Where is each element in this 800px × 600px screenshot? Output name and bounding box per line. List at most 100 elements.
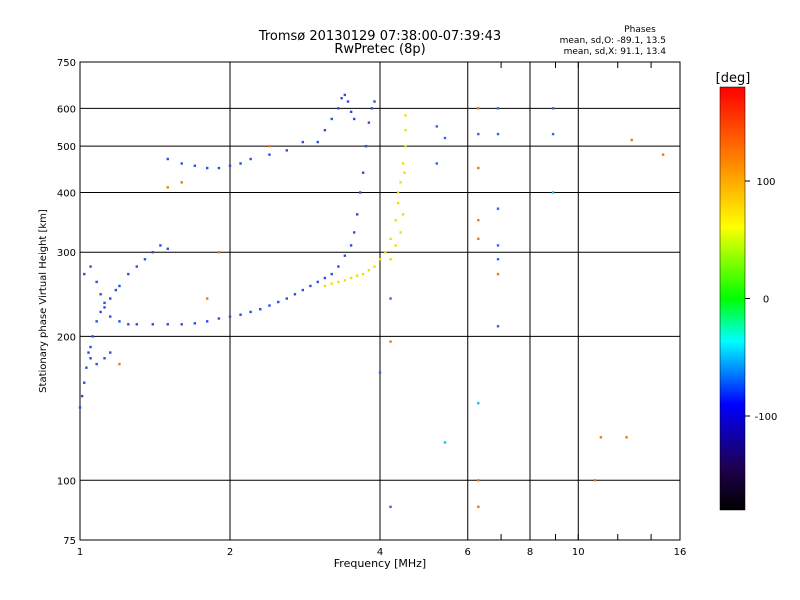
y-tick-label: 75 [63,536,76,547]
data-point [205,166,209,170]
data-point [166,247,169,250]
y-tick-label: 600 [57,104,76,115]
data-point [396,191,400,194]
x-tick-label: 6 [465,547,471,558]
data-point [373,100,376,103]
data-point [496,107,500,110]
data-point [477,132,480,136]
data-point [83,272,86,276]
data-point [293,293,297,296]
data-point [249,310,252,314]
data-point [228,315,232,318]
data-point [370,107,373,110]
data-point [443,441,447,444]
data-point [477,237,480,241]
data-point [85,366,88,369]
data-point [99,310,102,314]
data-point [551,191,555,194]
data-point [378,371,382,374]
data-point [323,276,327,280]
data-point [389,297,392,300]
chart-title: Tromsø 20130129 07:38:00-07:39:43 [258,29,501,44]
data-point [477,505,480,509]
data-point [496,244,500,247]
data-point [389,505,392,509]
axes: 1 2 4 6 8 10 16 75 100 200 300 400 500 600 750 [57,58,686,558]
data-point [217,317,221,320]
data-point [404,128,407,132]
data-point [349,110,353,114]
data-point [384,251,387,254]
data-point [193,322,197,325]
data-point [477,107,480,110]
data-point [316,140,319,144]
data-point [78,406,82,409]
data-point [114,288,118,292]
data-point [166,323,169,326]
x-tick-label: 4 [377,547,383,558]
y-tick-label: 750 [57,58,76,69]
data-point [630,138,633,142]
y-tick-label: 400 [57,188,76,199]
data-point [399,231,402,234]
data-point [118,284,121,288]
data-point [661,153,665,156]
data-point [593,479,597,482]
data-point [330,117,333,121]
data-point [109,315,112,318]
data-point [91,335,94,338]
colorbar-tick-label: -100 [755,412,778,423]
data-point [343,93,347,97]
data-point [89,265,92,268]
data-point [80,394,84,398]
data-point [135,265,138,268]
data-point [301,288,305,292]
data-point [205,297,209,300]
data-point [95,320,98,323]
data-point [118,320,121,323]
data-point [496,132,500,136]
data-point [323,284,327,288]
phase-stats-x: mean, sd,X: 91.1, 13.4 [564,47,667,57]
data-point [228,164,232,167]
data-point [355,274,359,277]
data-point [309,284,312,288]
data-point [268,153,271,156]
data-point [151,323,155,326]
data-point [285,297,288,300]
data-point [83,381,86,384]
data-point [477,166,480,170]
data-point [352,117,356,121]
x-tick-label: 16 [674,547,687,558]
data-point [205,320,209,323]
data-point [285,149,288,152]
data-point [389,340,392,343]
data-point [389,258,392,261]
data-point [103,306,106,309]
data-point [496,272,500,276]
x-axis-label: Frequency [MHz] [334,557,426,570]
colorbar-tick-label: 0 [763,295,769,306]
data-point [367,269,371,272]
y-tick-label: 100 [57,476,76,487]
data-point [551,107,555,110]
y-tick-label: 500 [57,142,76,153]
data-point [135,323,138,326]
data-point [330,272,333,276]
data-point [249,157,252,161]
data-point [118,362,121,366]
colorbar [719,86,746,511]
data-point [349,276,353,280]
data-point [496,258,500,261]
data-point [239,313,242,316]
x-tick-label: 8 [527,547,533,558]
data-point [103,357,106,360]
data-point [435,162,438,165]
data-point [343,254,347,257]
colorbar-label: [deg] [716,71,751,86]
y-tick-label: 300 [57,248,76,259]
data-point [496,207,500,210]
data-point [159,244,162,247]
x-tick-label: 2 [227,547,233,558]
